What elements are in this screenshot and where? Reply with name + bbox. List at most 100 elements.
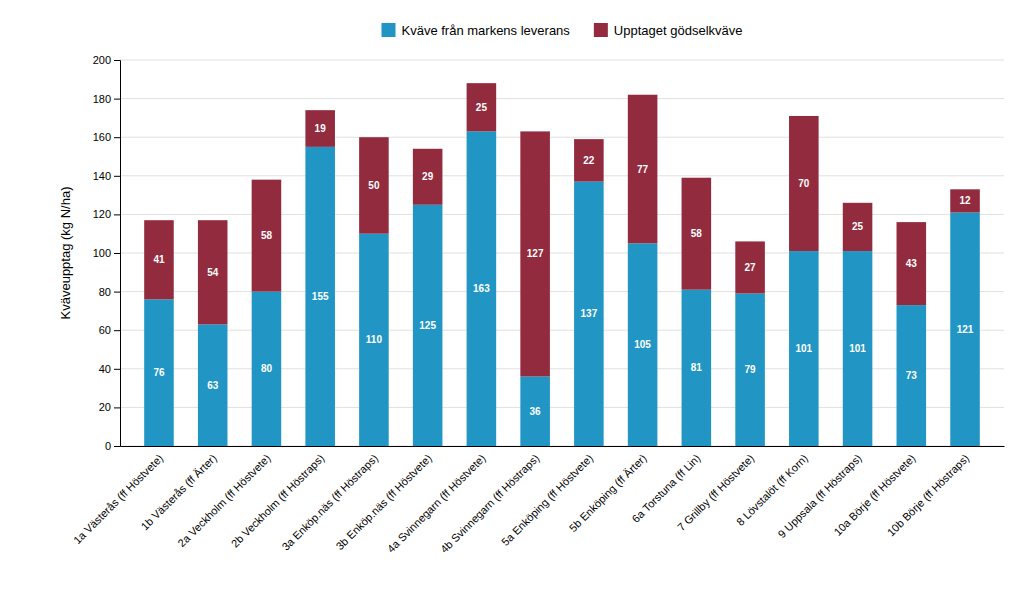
bar: [789, 116, 819, 251]
bar: [520, 131, 550, 376]
x-tick-label: 10b Börje (ff Höstraps): [885, 452, 972, 539]
legend-item: Upptaget gödselkväve: [594, 23, 743, 38]
x-tick: 2a Veckholm (ff Höstvete): [175, 452, 272, 549]
data-label: 81: [691, 362, 703, 373]
x-tick-label: 4a Svinnegarn (ff Höstvete): [385, 452, 488, 555]
bar: [467, 131, 497, 446]
y-tick-mark: [114, 407, 120, 408]
data-label: 101: [795, 343, 812, 354]
data-label: 79: [745, 364, 757, 375]
data-labels: 7663801551101251633613710581791011017312…: [153, 102, 973, 417]
data-label: 58: [691, 228, 703, 239]
y-tick-label: 60: [99, 324, 111, 336]
x-tick-label: 2a Veckholm (ff Höstvete): [175, 452, 272, 549]
data-label: 77: [637, 164, 649, 175]
bar: [897, 305, 927, 446]
y-tick-label: 120: [93, 208, 111, 220]
data-label: 127: [527, 248, 544, 259]
bar: [198, 220, 228, 324]
grid: [120, 60, 1004, 446]
y-tick: 140: [93, 170, 120, 182]
y-tick-label: 0: [105, 440, 111, 452]
x-axis: 1a Västerås (ff Höstvete)1b Västerås (ff…: [71, 447, 1005, 556]
bar: [252, 292, 282, 446]
data-label: 80: [261, 363, 273, 374]
y-tick: 60: [99, 324, 120, 336]
y-tick: 100: [93, 247, 120, 259]
data-label: 70: [798, 178, 810, 189]
grid-line: [120, 98, 1004, 99]
bar: [843, 251, 873, 446]
y-tick-mark: [114, 446, 120, 447]
bar: [574, 139, 604, 181]
data-label: 155: [312, 291, 329, 302]
data-label: 25: [852, 221, 864, 232]
y-tick-mark: [114, 292, 120, 293]
data-label: 125: [419, 320, 436, 331]
y-tick-label: 80: [99, 286, 111, 298]
bar: [359, 234, 389, 446]
y-tick: 40: [99, 363, 120, 375]
y-tick: 160: [93, 131, 120, 143]
x-tick-label: 3a Enköp.näs (ff Höstraps): [279, 452, 380, 553]
y-tick-mark: [114, 99, 120, 100]
data-label: 101: [849, 343, 866, 354]
bar: [735, 241, 765, 293]
x-tick: 4b Svinnegarn (ff Höstraps): [438, 452, 541, 555]
x-tick-label: 5a Enköping (ff Höstvete): [499, 452, 595, 548]
bar: [789, 251, 819, 446]
x-tick-label: 1a Västerås (ff Höstvete): [71, 452, 165, 546]
y-tick-mark: [114, 137, 120, 138]
bar: [413, 205, 443, 446]
x-tick: 10b Börje (ff Höstraps): [885, 452, 972, 539]
bar: [843, 203, 873, 251]
legend-item: Kväve från markens leverans: [381, 23, 570, 38]
data-label: 137: [581, 308, 598, 319]
y-tick-mark: [114, 60, 120, 61]
bar: [682, 290, 712, 446]
data-label: 50: [368, 180, 380, 191]
grid-line: [120, 175, 1004, 176]
data-label: 76: [153, 367, 165, 378]
data-label: 22: [583, 155, 595, 166]
data-label: 58: [261, 230, 273, 241]
data-label: 41: [153, 254, 165, 265]
data-label: 19: [315, 123, 327, 134]
y-tick-mark: [114, 330, 120, 331]
bar: [413, 149, 443, 205]
x-tick: 3a Enköp.näs (ff Höstraps): [279, 452, 380, 553]
grid-line: [120, 60, 1004, 61]
y-tick-label: 180: [93, 93, 111, 105]
bar: [305, 110, 335, 147]
bar: [144, 299, 174, 446]
data-label: 12: [959, 195, 971, 206]
data-label: 29: [422, 171, 434, 182]
x-axis-line: [121, 446, 1005, 447]
y-tick: 200: [93, 54, 120, 66]
y-tick-label: 200: [93, 54, 111, 66]
y-tick-label: 100: [93, 247, 111, 259]
x-tick: 4a Svinnegarn (ff Höstvete): [385, 452, 488, 555]
bar: [520, 377, 550, 446]
bar: [467, 83, 497, 131]
grid-line: [120, 137, 1004, 138]
legend-swatch: [594, 23, 608, 37]
y-tick: 180: [93, 93, 120, 105]
legend-swatch: [381, 23, 395, 37]
data-label: 73: [906, 370, 918, 381]
data-label: 163: [473, 283, 490, 294]
bar: [950, 189, 980, 212]
x-tick: 2b Veckholm (ff Höstraps): [229, 452, 327, 550]
plot: 0 20 40 60 80 100 120 140 160 180 200 1a Västerås (…: [71, 54, 1005, 555]
y-tick: 80: [99, 286, 120, 298]
x-tick: 5a Enköping (ff Höstvete): [499, 452, 595, 548]
bar: [252, 180, 282, 292]
bar: [682, 178, 712, 290]
y-tick-mark: [114, 176, 120, 177]
x-tick-label: 4b Svinnegarn (ff Höstraps): [438, 452, 541, 555]
y-tick: 20: [99, 401, 120, 413]
bar: [897, 222, 927, 305]
y-tick-label: 140: [93, 170, 111, 182]
legend-label: Kväve från markens leverans: [401, 23, 570, 38]
y-axis-title: Kväveupptag (kg N/ha): [58, 187, 73, 320]
